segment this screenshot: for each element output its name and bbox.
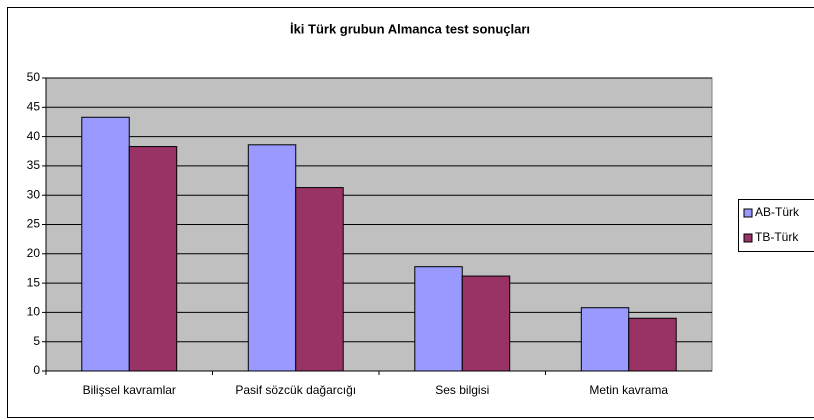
bar <box>295 187 344 372</box>
y-tick-label: 25 <box>27 217 41 231</box>
legend-label: AB-Türk <box>755 205 800 219</box>
legend-label: TB-Türk <box>755 230 799 244</box>
y-tick-label: 15 <box>27 275 41 289</box>
y-tick-label: 50 <box>27 70 41 84</box>
bar <box>128 146 178 372</box>
x-tick-label: Ses bilgisi <box>435 383 489 397</box>
bar <box>81 116 130 372</box>
bar <box>580 307 630 372</box>
bar <box>628 317 677 372</box>
x-tick-label: Metin kavrama <box>589 383 668 397</box>
legend-swatch <box>743 233 753 243</box>
bar <box>247 144 297 372</box>
x-tick-label: Pasif sözcük dağarcığı <box>235 383 356 397</box>
y-tick-label: 5 <box>33 334 40 348</box>
legend <box>738 199 814 252</box>
y-tick-label: 40 <box>27 129 41 143</box>
bar <box>461 275 511 372</box>
y-tick-label: 35 <box>27 158 41 172</box>
y-tick-label: 10 <box>27 305 41 319</box>
bar <box>414 266 463 372</box>
x-tick-label: Bilişsel kavramlar <box>83 383 176 397</box>
y-tick-label: 0 <box>33 363 40 377</box>
y-tick-label: 45 <box>27 99 41 113</box>
chart-title: İki Türk grubun Almanca test sonuçları <box>290 21 530 36</box>
y-tick-label: 30 <box>27 187 41 201</box>
legend-swatch <box>743 208 753 218</box>
y-tick-label: 20 <box>27 246 41 260</box>
